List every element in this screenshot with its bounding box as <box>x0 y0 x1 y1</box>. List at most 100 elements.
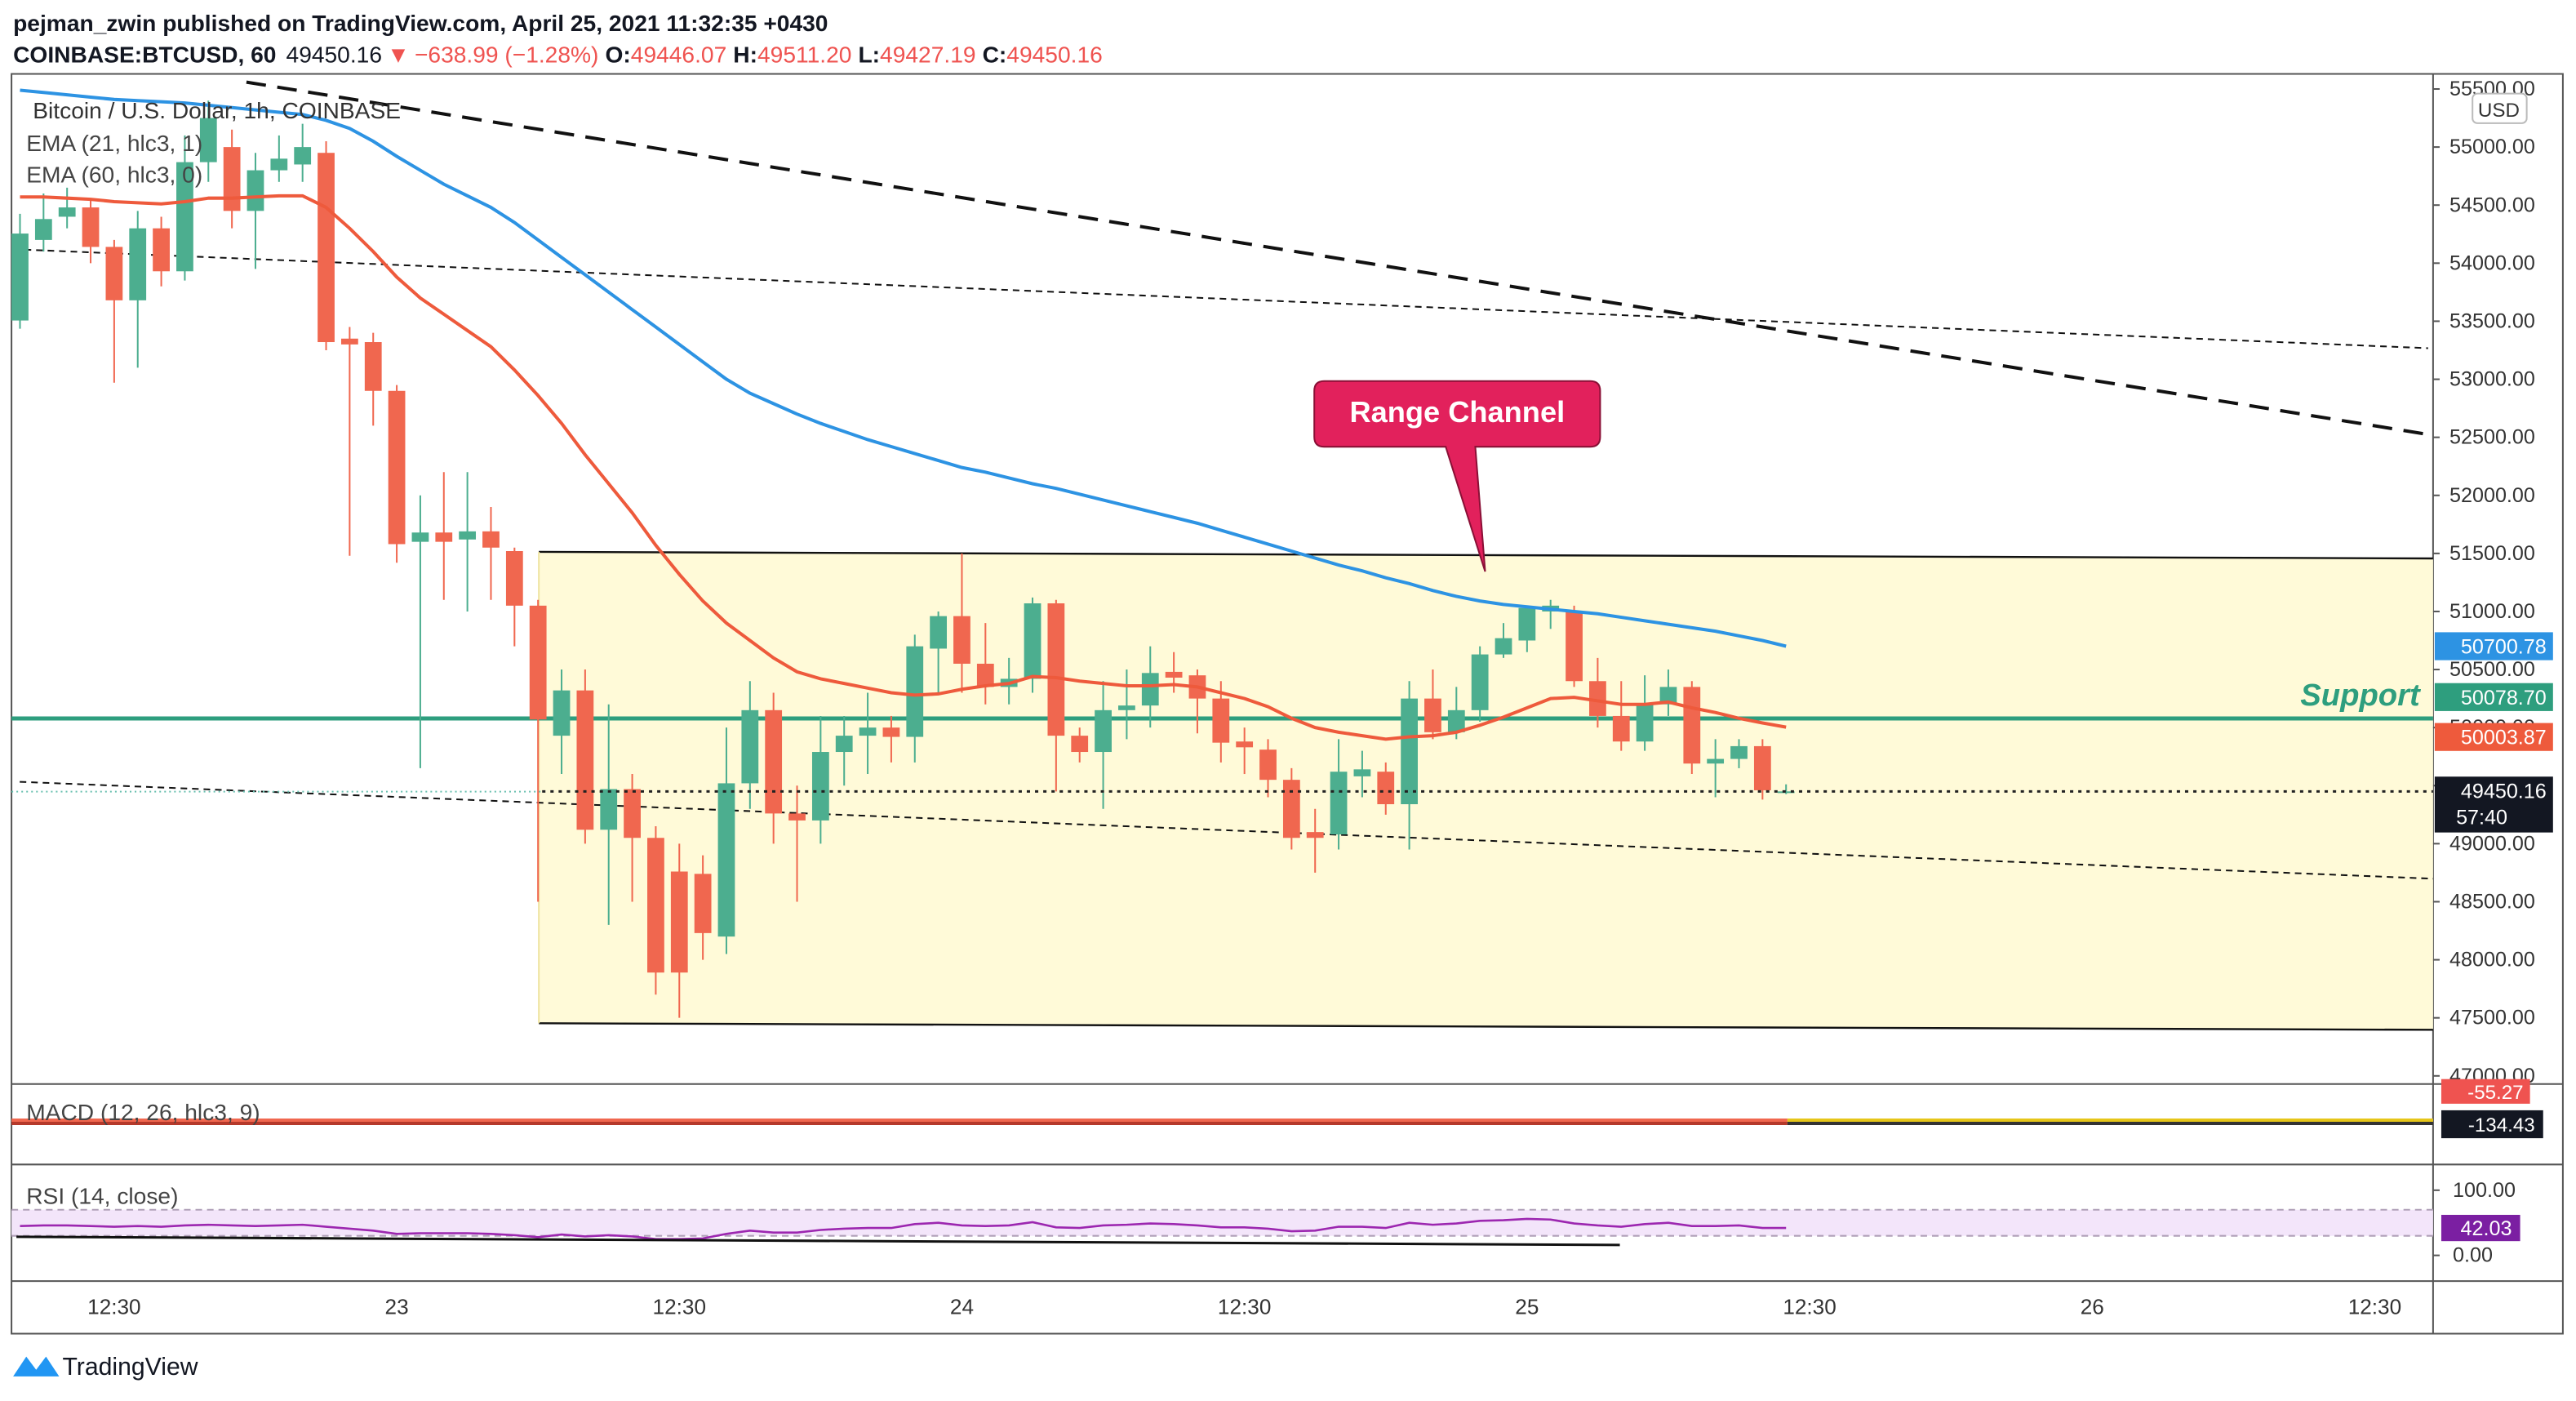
y-tick-label: 51500.00 <box>2449 542 2535 565</box>
y-tick-label: 47500.00 <box>2449 1007 2535 1030</box>
candle-body <box>694 874 712 933</box>
candle-body <box>624 789 641 838</box>
candle-body <box>153 228 170 272</box>
ema-line <box>20 88 1787 648</box>
candle-body <box>1566 611 1583 682</box>
candle-body <box>976 663 994 687</box>
c-value: 49450.16 <box>1006 41 1102 67</box>
marks: 47000.0047500.0048000.0048500.0049000.00… <box>11 78 2535 1319</box>
candle-body <box>58 207 76 217</box>
candle-body <box>576 690 594 830</box>
candle-body <box>1024 603 1042 679</box>
trend-line <box>24 248 2428 349</box>
candle-body <box>1659 687 1677 705</box>
price-label: 50003.87 <box>2461 727 2547 749</box>
candle-body <box>647 838 664 973</box>
trend-line <box>246 80 2434 438</box>
c-label: C: <box>983 41 1007 67</box>
candle-body <box>1071 736 1089 753</box>
candle-body <box>129 228 147 300</box>
y-tick-label: 51000.00 <box>2449 600 2535 623</box>
logo <box>13 1356 60 1377</box>
candle-body <box>788 813 806 821</box>
candle-body <box>1047 603 1065 736</box>
macd-title: MACD (12, 26, hlc3, 9) <box>26 1099 260 1125</box>
range-top <box>539 550 2433 560</box>
callout <box>1313 380 1601 572</box>
rsi-trend-line <box>16 1235 1620 1247</box>
candle-body <box>1141 673 1159 706</box>
candle-body <box>318 153 335 343</box>
candle-body <box>529 605 547 720</box>
candle-body <box>294 147 312 165</box>
o-value: 49446.07 <box>631 41 726 67</box>
candle-body <box>364 342 382 391</box>
macd-label: -134.43 <box>2468 1114 2535 1136</box>
candle-body <box>882 727 900 737</box>
candle-body <box>930 616 948 649</box>
currency-box <box>2472 92 2528 124</box>
candle-body <box>459 531 477 540</box>
candle-body <box>1401 698 1418 805</box>
rsi-label: 42.03 <box>2461 1217 2512 1240</box>
candle-body <box>1118 705 1135 710</box>
x-tick-label: 24 <box>950 1294 974 1319</box>
candle-body <box>1683 687 1701 764</box>
overlay: Range Channel Bitcoin / U.S. Dollar, 1h,… <box>11 92 2553 1381</box>
candle-body <box>11 234 29 321</box>
candle-body <box>553 690 571 736</box>
candle-body <box>670 871 688 973</box>
frame <box>11 73 2564 1335</box>
y-tick-label: 48000.00 <box>2449 949 2535 972</box>
range-bottom <box>539 1022 2433 1031</box>
last-price: 49450.16 <box>286 41 382 67</box>
candle-body <box>176 162 193 272</box>
candle-body <box>906 646 924 737</box>
candle-body <box>105 247 123 300</box>
macd-label-box <box>2441 1110 2543 1139</box>
macd-signal-label: -55.27 <box>2467 1082 2523 1104</box>
candle-body <box>835 736 853 753</box>
l-value: 49427.19 <box>880 41 975 67</box>
h-label: H: <box>733 41 757 67</box>
rsi-tick-label: 100.00 <box>2453 1179 2516 1202</box>
x-tick-label: 25 <box>1515 1294 1539 1319</box>
candle-body <box>953 616 970 664</box>
candle-body <box>1330 772 1348 834</box>
candle-body <box>1424 698 1441 732</box>
change: −638.99 (−1.28%) <box>415 41 598 67</box>
x-tick-label: 23 <box>385 1294 409 1319</box>
rsi-label-box <box>2441 1214 2520 1242</box>
candle-body <box>482 531 500 548</box>
candle-body <box>1095 709 1112 753</box>
logo-icon <box>13 1356 60 1377</box>
range-channel-fill <box>539 551 2433 1030</box>
legend-symbol: Bitcoin / U.S. Dollar, 1h, COINBASE <box>33 97 401 123</box>
candle-body <box>1212 698 1230 743</box>
publish-info: pejman_zwin published on TradingView.com… <box>13 10 828 36</box>
o-label: O: <box>605 41 630 67</box>
candle-body <box>1636 704 1654 742</box>
candle-body <box>1707 758 1725 764</box>
candle-body <box>82 207 100 247</box>
candle-body <box>811 752 829 821</box>
rsi-band <box>11 1209 2433 1236</box>
x-tick-label: 12:30 <box>653 1294 706 1319</box>
symbol: COINBASE:BTCUSD, 60 <box>13 41 276 67</box>
candle-body <box>270 158 288 171</box>
candle-body <box>340 338 358 345</box>
candle-body <box>1753 745 1771 790</box>
publisher: pejman_zwin published on TradingView.com… <box>13 10 828 36</box>
candle-body <box>1471 654 1489 710</box>
y-tick-label: 54500.00 <box>2449 193 2535 216</box>
y-tick-label: 53000.00 <box>2449 368 2535 391</box>
candle-body <box>859 727 877 736</box>
price-label-box <box>2434 683 2553 711</box>
candle-body <box>1282 780 1300 838</box>
candle-body <box>1165 671 1183 678</box>
candle-body <box>1589 681 1606 716</box>
x-tick-label: 12:30 <box>87 1294 140 1319</box>
candle-body <box>246 170 264 211</box>
y-tick-label: 55000.00 <box>2449 136 2535 158</box>
last-price-label: 49450.16 <box>2461 780 2547 803</box>
